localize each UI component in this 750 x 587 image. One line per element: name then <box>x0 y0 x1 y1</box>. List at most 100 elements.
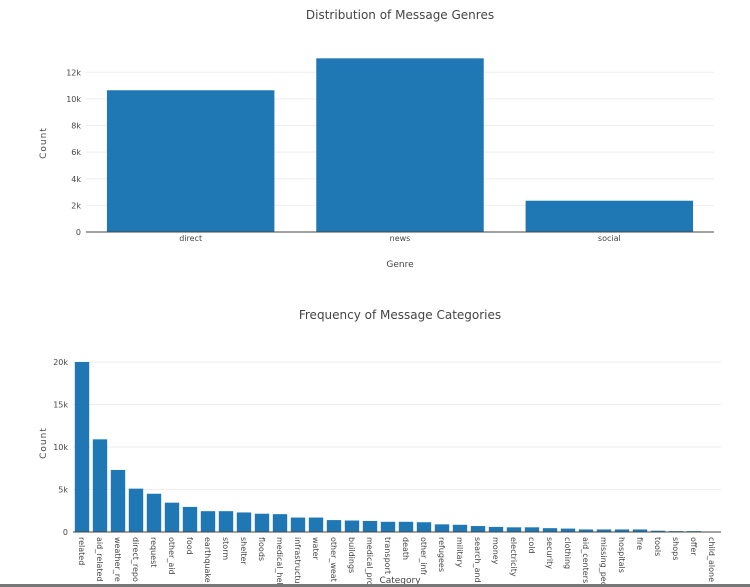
genre-chart-y-ticks: 0 2k 4k 6k 8k 10k 12k <box>66 68 81 237</box>
bar <box>362 520 378 532</box>
x-tick-label: money <box>491 537 500 565</box>
bar <box>596 529 612 532</box>
x-tick-label: social <box>598 234 621 243</box>
genre-chart-title: Distribution of Message Genres <box>306 8 494 22</box>
bar <box>614 529 630 532</box>
bar <box>542 528 558 532</box>
category-chart-x-label: Category <box>379 576 421 586</box>
x-tick-label: fire <box>635 537 644 550</box>
bottom-edge-strip <box>0 584 750 587</box>
y-tick-label: 0 <box>76 228 81 237</box>
category-chart-gridlines <box>73 361 721 490</box>
x-tick-label: aid_related <box>95 537 104 582</box>
bar <box>344 520 360 532</box>
x-tick-label: offer <box>689 537 698 556</box>
x-tick-label: request <box>149 537 158 567</box>
bar <box>632 529 648 532</box>
x-tick-label: tools <box>653 537 662 556</box>
x-tick-label: earthquake <box>203 537 212 583</box>
x-tick-label: buildings <box>347 537 356 573</box>
bar <box>380 521 396 532</box>
x-tick-label: water <box>311 537 320 561</box>
x-tick-label: military <box>455 537 464 568</box>
genre-chart-x-ticks: direct news social <box>179 234 621 243</box>
x-tick-label: cold <box>527 537 536 554</box>
bar <box>525 200 694 232</box>
bar <box>416 522 432 532</box>
x-tick-label: related <box>77 537 86 565</box>
bar <box>74 362 90 532</box>
x-tick-label: storm <box>221 537 230 560</box>
category-chart-x-ticks: related aid_related weather_re direct_repo r… <box>77 537 716 587</box>
bar <box>182 506 198 532</box>
bar <box>308 517 324 532</box>
bar <box>128 488 144 532</box>
bar <box>106 90 275 232</box>
x-tick-label: child_alone <box>707 537 716 582</box>
x-tick-label: security <box>545 537 554 569</box>
genre-chart-y-label: Count <box>39 127 49 159</box>
bar <box>560 528 576 532</box>
x-tick-label: electricity <box>509 537 518 577</box>
genre-chart: Distribution of Message Genres 0 2k 4k 6k 8k… <box>39 8 714 270</box>
y-tick-label: 0 <box>63 528 68 537</box>
x-tick-label: direct <box>179 234 202 243</box>
bar <box>488 526 504 532</box>
bar <box>110 469 126 532</box>
x-tick-label: hospitals <box>617 537 626 573</box>
category-chart-y-ticks: 0 5k 10k 15k 20k <box>53 358 68 537</box>
x-tick-label: refugees <box>437 537 446 572</box>
x-tick-label: search_and <box>473 537 482 583</box>
y-tick-label: 12k <box>66 68 81 77</box>
bar <box>326 520 342 532</box>
x-tick-label: death <box>401 537 410 560</box>
x-tick-label: other_weat <box>329 537 338 582</box>
x-tick-label: other_infras <box>419 537 428 585</box>
bar <box>146 493 162 532</box>
x-tick-label: other_aid <box>167 537 176 575</box>
bar <box>254 513 270 532</box>
x-tick-label: medical_pro <box>365 537 374 586</box>
x-tick-label: infrastructu <box>293 537 302 584</box>
bar <box>434 524 450 532</box>
bar <box>92 439 108 532</box>
category-chart-bars <box>74 362 702 532</box>
y-tick-label: 8k <box>71 122 81 131</box>
x-tick-label: floods <box>257 537 266 561</box>
x-tick-label: food <box>185 537 194 555</box>
bar <box>470 526 486 532</box>
bar <box>506 527 522 532</box>
x-tick-label: weather_re <box>113 537 122 582</box>
y-tick-label: 10k <box>66 95 81 104</box>
y-tick-label: 6k <box>71 148 81 157</box>
x-tick-label: transport <box>383 537 392 574</box>
y-tick-label: 5k <box>58 486 68 495</box>
genre-chart-bars <box>106 58 694 232</box>
category-chart-y-label: Count <box>39 427 49 459</box>
genre-chart-x-label: Genre <box>386 260 414 270</box>
bar <box>398 521 414 532</box>
y-tick-label: 4k <box>71 175 81 184</box>
category-chart: Frequency of Message Categories 0 5k 10k 15… <box>39 308 721 587</box>
bar <box>218 511 234 532</box>
category-chart-x-label-bg <box>372 575 428 586</box>
bar <box>316 58 484 232</box>
bar <box>452 524 468 532</box>
bar <box>236 512 252 532</box>
x-tick-label: shops <box>671 537 680 560</box>
bar <box>650 530 666 532</box>
x-tick-label: aid_centers <box>581 537 590 583</box>
y-tick-label: 10k <box>53 443 68 452</box>
bar <box>272 514 288 532</box>
y-tick-label: 2k <box>71 201 81 210</box>
category-chart-title: Frequency of Message Categories <box>299 308 501 322</box>
bar <box>164 502 180 532</box>
bar <box>524 527 540 532</box>
x-tick-label: medical_hel <box>275 537 284 585</box>
x-tick-label: direct_repo <box>131 537 140 582</box>
bar <box>200 511 216 532</box>
bar <box>290 517 306 532</box>
x-tick-label: news <box>390 234 411 243</box>
y-tick-label: 20k <box>53 358 68 367</box>
